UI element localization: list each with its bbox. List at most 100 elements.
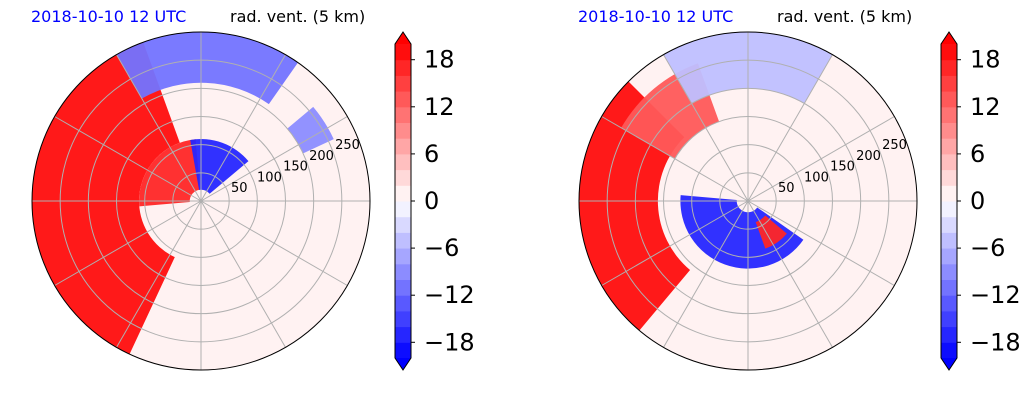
colorbar-segment: [941, 153, 957, 171]
field-region-4: [287, 106, 334, 154]
colorbar-segment: [941, 216, 957, 233]
colorbar-extend-max: [941, 32, 957, 44]
colorbar-tick-label: 18: [970, 46, 1001, 74]
colorbar-segment: [395, 326, 411, 343]
grid-spoke-240: [663, 200, 749, 348]
radial-tick-label: 150: [283, 160, 308, 175]
colorbar-segment: [395, 106, 411, 123]
field-region-2: [190, 139, 249, 194]
colorbar-segment: [941, 44, 957, 61]
colorbar-segment: [941, 122, 957, 139]
colorbar-tick-label: 0: [970, 187, 985, 215]
grid-spoke-60: [200, 54, 286, 202]
colorbar-segment: [395, 295, 411, 312]
colorbar-segment: [395, 138, 411, 155]
field-region-2: [680, 195, 804, 269]
colorbar-tick-label: −6: [424, 234, 459, 262]
grid-spoke-30: [200, 116, 348, 202]
colorbar-segment: [941, 232, 957, 249]
field-region-1: [139, 139, 201, 207]
colorbar-segment: [941, 201, 957, 218]
colorbar-segment: [941, 295, 957, 312]
radial-tick-label: 50: [231, 181, 248, 196]
plot-boundary: [31, 31, 371, 371]
colorbar-tick-label: −18: [424, 328, 475, 356]
colorbar-segment: [941, 91, 957, 108]
colorbar-tick-label: −12: [970, 281, 1021, 309]
radial-tick-label: 100: [804, 170, 829, 185]
grid-spoke-240: [116, 200, 202, 348]
grid-spoke-330: [200, 200, 348, 286]
colorbar-segment: [395, 75, 411, 92]
colorbar-segment: [395, 279, 411, 296]
colorbar-segment: [941, 185, 957, 202]
field-region-4: [755, 215, 787, 249]
colorbar-segment: [395, 185, 411, 202]
colorbar-segment: [395, 59, 411, 76]
colorbar-segment: [941, 310, 957, 328]
colorbar-outline: [940, 31, 958, 371]
title-left: 2018-10-10 12 UTC: [31, 7, 186, 26]
radial-tick-label: 150: [830, 160, 855, 175]
title-right: rad. vent. (5 km): [777, 7, 912, 26]
radial-tick-label: 200: [856, 149, 881, 164]
colorbar-extend-min: [941, 358, 957, 370]
grid-spoke-210: [601, 200, 749, 286]
colorbar-segment: [395, 342, 411, 359]
colorbar-segment: [941, 75, 957, 92]
colorbar-tick-label: 12: [970, 93, 1001, 121]
colorbar-segment: [941, 248, 957, 265]
colorbar-extend-min: [395, 358, 411, 370]
title-left: 2018-10-10 12 UTC: [578, 7, 733, 26]
colorbar-tick-label: 12: [424, 93, 455, 121]
title-right: rad. vent. (5 km): [230, 7, 365, 26]
grid-spoke-120: [663, 54, 749, 202]
radial-tick-label: 50: [778, 181, 795, 196]
colorbar-segment: [941, 326, 957, 343]
grid-spoke-30: [747, 116, 895, 202]
colorbar-segment: [395, 122, 411, 139]
colorbar-segment: [395, 232, 411, 249]
plot-boundary: [578, 31, 918, 371]
colorbar-extend-max: [395, 32, 411, 44]
colorbar-segment: [395, 153, 411, 171]
grid-spoke-60: [747, 54, 833, 202]
colorbar-tick-label: 18: [424, 46, 455, 74]
colorbar-tick-label: −12: [424, 281, 475, 309]
colorbar-segment: [395, 248, 411, 265]
radial-tick-label: 100: [257, 170, 282, 185]
colorbar-outline: [394, 31, 412, 371]
grid-spoke-210: [54, 200, 202, 286]
colorbar-segment: [395, 310, 411, 328]
colorbar-segment: [395, 216, 411, 233]
colorbar-segment: [941, 59, 957, 76]
radial-tick-label: 250: [882, 138, 907, 153]
colorbar-segment: [941, 342, 957, 359]
panel-right: 2018-10-10 12 UTC rad. vent. (5 km)501001…: [578, 7, 1021, 371]
colorbar-segment: [941, 263, 957, 280]
colorbar-segment: [941, 279, 957, 296]
colorbar-segment: [395, 201, 411, 218]
grid-spoke-120: [116, 54, 202, 202]
field-region-0: [32, 42, 180, 355]
colorbar-segment: [395, 263, 411, 280]
colorbar-tick-label: 0: [424, 187, 439, 215]
grid-spoke-150: [54, 116, 202, 202]
panel-left: 2018-10-10 12 UTC rad. vent. (5 km)501001…: [31, 7, 475, 371]
grid-spoke-330: [747, 200, 895, 286]
grid-spoke-150: [601, 116, 749, 202]
colorbar-segment: [941, 106, 957, 123]
colorbar-tick-label: 6: [970, 140, 985, 168]
colorbar-segment: [395, 91, 411, 108]
grid-spoke-300: [200, 200, 286, 348]
grid-spoke-300: [747, 200, 833, 348]
colorbar-segment: [941, 169, 957, 186]
field-region-3: [116, 32, 298, 105]
colorbar-tick-label: 6: [424, 140, 439, 168]
colorbar: −18 −12 −6 0 6 12 18: [940, 31, 1021, 371]
colorbar-segment: [395, 169, 411, 186]
colorbar-tick-label: −18: [970, 328, 1021, 356]
radial-tick-label: 200: [309, 149, 334, 164]
colorbar-segment: [941, 138, 957, 155]
